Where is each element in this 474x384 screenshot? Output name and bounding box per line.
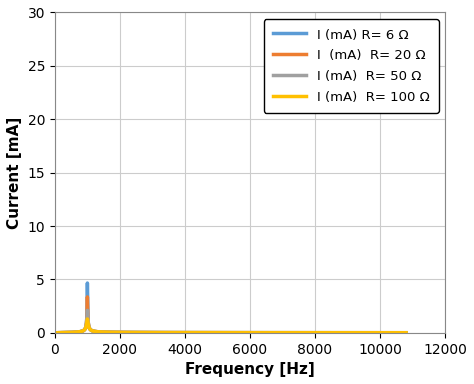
I  (mA)  R= 20 Ω: [52, 331, 58, 335]
I (mA) R= 6 Ω: [263, 330, 268, 335]
Line: I  (mA)  R= 20 Ω: I (mA) R= 20 Ω: [55, 297, 406, 333]
I (mA)  R= 50 Ω: [186, 330, 192, 335]
I (mA)  R= 50 Ω: [314, 330, 320, 335]
I (mA)  R= 100 Ω: [84, 317, 90, 321]
I (mA)  R= 100 Ω: [314, 330, 320, 335]
I (mA)  R= 100 Ω: [186, 330, 192, 335]
I (mA)  R= 100 Ω: [116, 330, 121, 335]
I  (mA)  R= 20 Ω: [281, 330, 286, 335]
I (mA)  R= 100 Ω: [281, 330, 286, 335]
I (mA)  R= 50 Ω: [116, 330, 121, 335]
I (mA)  R= 100 Ω: [52, 331, 58, 335]
I (mA)  R= 50 Ω: [263, 330, 268, 335]
I (mA)  R= 50 Ω: [403, 330, 409, 335]
I (mA)  R= 100 Ω: [341, 330, 346, 335]
I (mA) R= 6 Ω: [84, 281, 90, 285]
Line: I (mA)  R= 50 Ω: I (mA) R= 50 Ω: [55, 310, 406, 333]
I (mA) R= 6 Ω: [281, 330, 286, 335]
I (mA)  R= 100 Ω: [263, 330, 268, 335]
I (mA)  R= 50 Ω: [84, 308, 90, 313]
I (mA) R= 6 Ω: [403, 330, 409, 335]
I  (mA)  R= 20 Ω: [403, 330, 409, 335]
I (mA) R= 6 Ω: [52, 331, 58, 335]
I  (mA)  R= 20 Ω: [314, 330, 320, 335]
I (mA)  R= 100 Ω: [403, 330, 409, 335]
Line: I (mA) R= 6 Ω: I (mA) R= 6 Ω: [55, 283, 406, 333]
I (mA)  R= 50 Ω: [52, 331, 58, 335]
I (mA) R= 6 Ω: [186, 330, 192, 335]
I  (mA)  R= 20 Ω: [116, 330, 121, 335]
I  (mA)  R= 20 Ω: [186, 330, 192, 335]
I (mA) R= 6 Ω: [314, 330, 320, 335]
Legend: I (mA) R= 6 Ω, I  (mA)  R= 20 Ω, I (mA)  R= 50 Ω, I (mA)  R= 100 Ω: I (mA) R= 6 Ω, I (mA) R= 20 Ω, I (mA) R=…: [264, 19, 438, 113]
I (mA)  R= 50 Ω: [341, 330, 346, 335]
Line: I (mA)  R= 100 Ω: I (mA) R= 100 Ω: [55, 319, 406, 333]
I  (mA)  R= 20 Ω: [341, 330, 346, 335]
I (mA)  R= 50 Ω: [281, 330, 286, 335]
X-axis label: Frequency [Hz]: Frequency [Hz]: [185, 362, 315, 377]
I  (mA)  R= 20 Ω: [84, 295, 90, 299]
Y-axis label: Current [mA]: Current [mA]: [7, 116, 22, 229]
I  (mA)  R= 20 Ω: [263, 330, 268, 335]
I (mA) R= 6 Ω: [116, 330, 121, 335]
I (mA) R= 6 Ω: [341, 330, 346, 335]
